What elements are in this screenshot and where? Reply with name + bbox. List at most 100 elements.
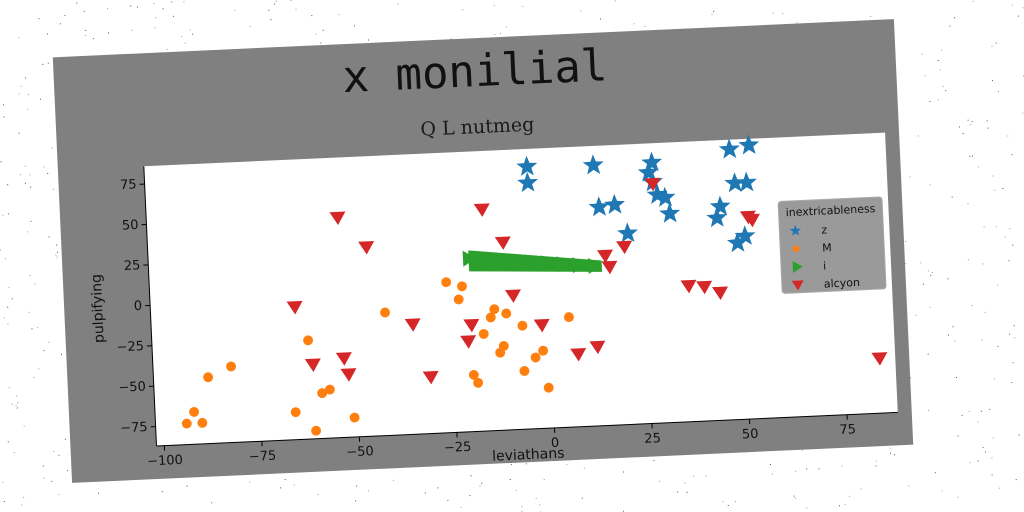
data-point — [485, 312, 496, 323]
data-point — [286, 300, 303, 315]
data-point — [494, 236, 511, 250]
data-point — [324, 384, 335, 395]
data-point — [519, 366, 530, 376]
data-point — [290, 407, 301, 418]
legend-box — [777, 196, 887, 294]
data-point — [311, 425, 322, 436]
series-i — [462, 250, 603, 274]
data-point — [463, 318, 480, 333]
chart-marks — [181, 134, 888, 436]
scatter-plot: −100 −75 −50 −25 0 25 50 75 −75 −50 −25 0 25 50 75 lev… — [89, 132, 898, 470]
data-point — [718, 138, 740, 159]
data-point — [358, 240, 375, 255]
data-point — [349, 412, 360, 423]
legend-marker — [792, 245, 800, 253]
data-point — [570, 347, 587, 362]
y-tick-label: −50 — [118, 380, 146, 396]
series-M — [181, 277, 574, 436]
data-point — [538, 345, 549, 356]
series-alcyon — [286, 177, 888, 385]
data-point — [517, 171, 538, 193]
data-point — [203, 372, 214, 383]
x-tick-label: −50 — [346, 444, 374, 460]
data-point — [709, 195, 731, 216]
data-point — [473, 377, 484, 388]
figure-card: x monilial Q L nutmeg −100 −75 −50 −25 0 25 50… — [52, 19, 914, 483]
data-point — [641, 151, 663, 172]
data-point — [530, 352, 541, 363]
data-point — [468, 369, 479, 380]
data-point — [525, 254, 539, 271]
y-axis-label: pulpifying — [89, 274, 108, 344]
x-tick-label: 50 — [742, 427, 759, 443]
data-point — [453, 294, 464, 305]
series-z — [516, 134, 760, 253]
data-point — [478, 251, 492, 268]
y-tick-label: 0 — [134, 299, 143, 314]
data-point — [404, 318, 421, 332]
data-point — [696, 280, 713, 295]
data-point — [735, 171, 757, 192]
data-point — [712, 286, 729, 301]
data-point — [441, 277, 452, 288]
data-point — [517, 320, 528, 331]
data-point — [540, 255, 555, 272]
data-point — [616, 240, 633, 255]
chart-axes: −100 −75 −50 −25 0 25 50 75 −75 −50 −25 0 25 50 75 — [116, 166, 898, 470]
data-point — [460, 335, 477, 349]
data-point — [572, 257, 586, 274]
data-point — [556, 256, 571, 273]
x-tick-label: 0 — [551, 436, 560, 451]
data-point — [644, 177, 661, 192]
data-point — [462, 250, 477, 267]
x-tick-label: 75 — [839, 422, 856, 438]
legend-label: i — [823, 259, 827, 272]
legend-marker — [791, 280, 804, 291]
data-point — [589, 340, 606, 355]
data-point — [738, 134, 760, 155]
data-point — [317, 388, 328, 399]
data-point — [597, 249, 613, 264]
data-point — [604, 193, 625, 215]
data-point — [478, 328, 489, 339]
data-point — [588, 258, 602, 274]
data-point — [516, 155, 538, 176]
data-point — [724, 172, 746, 193]
x-tick-label: −100 — [147, 453, 183, 470]
data-point — [303, 335, 314, 346]
data-point — [304, 358, 321, 372]
y-tick-label: 75 — [120, 177, 137, 193]
legend: inextricableness zMi alcyon — [777, 196, 887, 294]
legend-label: M — [822, 241, 832, 254]
y-tick-label: −25 — [116, 339, 144, 355]
y-tick-label: −75 — [120, 420, 148, 436]
data-point — [509, 253, 524, 270]
legend-label: alcyon — [824, 276, 861, 291]
data-point — [588, 196, 610, 217]
data-point — [335, 352, 352, 366]
data-point — [654, 186, 676, 207]
data-point — [189, 406, 200, 417]
legend-marker — [792, 260, 803, 273]
data-point — [726, 232, 748, 253]
data-point — [226, 361, 237, 372]
data-point — [457, 281, 467, 292]
data-point — [473, 203, 490, 217]
y-tick-label: 50 — [122, 218, 139, 234]
data-point — [498, 341, 509, 351]
data-point — [181, 418, 192, 429]
data-point — [871, 352, 888, 366]
data-point — [504, 289, 521, 303]
x-axis-line — [156, 411, 898, 447]
data-point — [543, 382, 554, 393]
data-point — [493, 252, 508, 269]
data-point — [659, 202, 681, 223]
plot-area — [143, 132, 898, 447]
x-tick-label: 25 — [644, 431, 661, 447]
data-point — [564, 312, 574, 323]
data-point — [501, 308, 512, 319]
data-point — [743, 213, 760, 228]
x-axis-label: leviathans — [492, 446, 565, 465]
data-point — [197, 417, 208, 428]
data-point — [533, 318, 550, 333]
